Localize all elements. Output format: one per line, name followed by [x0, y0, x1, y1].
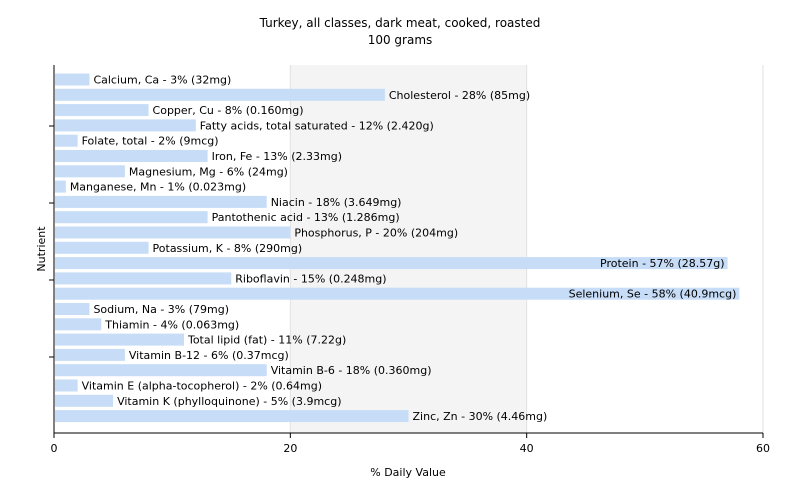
- bar: [55, 150, 208, 162]
- bar: [55, 104, 149, 117]
- bar: [55, 287, 740, 300]
- bar: [55, 410, 409, 423]
- bar-label: Niacin - 18% (3.649mg): [271, 196, 402, 209]
- bar: [55, 257, 728, 270]
- bar-label: Thiamin - 4% (0.063mg): [104, 318, 239, 331]
- bar: [55, 119, 196, 132]
- bar: [55, 272, 232, 285]
- bar-label: Phosphorus, P - 20% (204mg): [294, 227, 458, 240]
- x-tick-label: 60: [756, 442, 770, 455]
- chart-subtitle: 100 grams: [368, 33, 433, 47]
- bar-labels: Calcium, Ca - 3% (32mg) Cholesterol - 28%…: [70, 74, 737, 424]
- grid: [289, 65, 764, 433]
- bar: [55, 241, 149, 254]
- bar: [55, 180, 66, 193]
- bar-label: Vitamin E (alpha-tocopherol) - 2% (0.64m…: [82, 380, 322, 393]
- axes: [49, 65, 763, 434]
- bar: [55, 73, 90, 86]
- bar: [55, 348, 125, 361]
- bar: [55, 88, 385, 101]
- bar-label: Sodium, Na - 3% (79mg): [93, 303, 229, 316]
- bar: [55, 134, 78, 147]
- bar-label: Selenium, Se - 58% (40.9mcg): [569, 288, 737, 301]
- bar-label: Riboflavin - 15% (0.248mg): [235, 272, 386, 285]
- bar: [55, 379, 78, 392]
- bar-label: Calcium, Ca - 3% (32mg): [93, 74, 231, 87]
- bar-label: Zinc, Zn - 30% (4.46mg): [413, 410, 548, 423]
- bar: [55, 364, 267, 377]
- x-tick-label: 0: [51, 442, 58, 455]
- grid-band: [290, 65, 527, 433]
- bar-label: Vitamin K (phylloquinone) - 5% (3.9mcg): [117, 395, 341, 408]
- x-axis-label: % Daily Value: [370, 466, 446, 479]
- bar-label: Manganese, Mn - 1% (0.023mg): [70, 181, 246, 194]
- x-tick-label: 20: [283, 442, 297, 455]
- bar: [55, 318, 102, 331]
- bar-label: Vitamin B-12 - 6% (0.37mcg): [129, 349, 289, 362]
- bar-label: Copper, Cu - 8% (0.160mg): [153, 104, 304, 117]
- chart-title: Turkey, all classes, dark meat, cooked, …: [259, 16, 541, 30]
- x-tick-label: 40: [520, 442, 534, 455]
- bar: [55, 165, 125, 178]
- bar: [55, 303, 90, 315]
- x-tick-labels: 0 20 40 60: [51, 433, 770, 455]
- bar-label: Cholesterol - 28% (85mg): [389, 89, 530, 102]
- bars: [55, 73, 740, 423]
- bar-label: Fatty acids, total saturated - 12% (2.42…: [200, 119, 434, 132]
- bar-label: Total lipid (fat) - 11% (7.22g): [187, 334, 346, 347]
- bar-label: Protein - 57% (28.57g): [600, 257, 725, 270]
- bar: [55, 394, 114, 407]
- bar-label: Pantothenic acid - 13% (1.286mg): [212, 211, 400, 224]
- bar-label: Magnesium, Mg - 6% (24mg): [129, 165, 288, 178]
- bar-label: Iron, Fe - 13% (2.33mg): [212, 150, 342, 163]
- bar-label: Vitamin B-6 - 18% (0.360mg): [271, 364, 432, 377]
- y-axis-label: Nutrient: [35, 226, 48, 272]
- bar: [55, 226, 291, 239]
- bar: [55, 211, 208, 224]
- bar-label: Folate, total - 2% (9mcg): [82, 135, 219, 148]
- bar: [55, 195, 267, 208]
- bar: [55, 333, 184, 346]
- bar-label: Potassium, K - 8% (290mg): [153, 242, 303, 255]
